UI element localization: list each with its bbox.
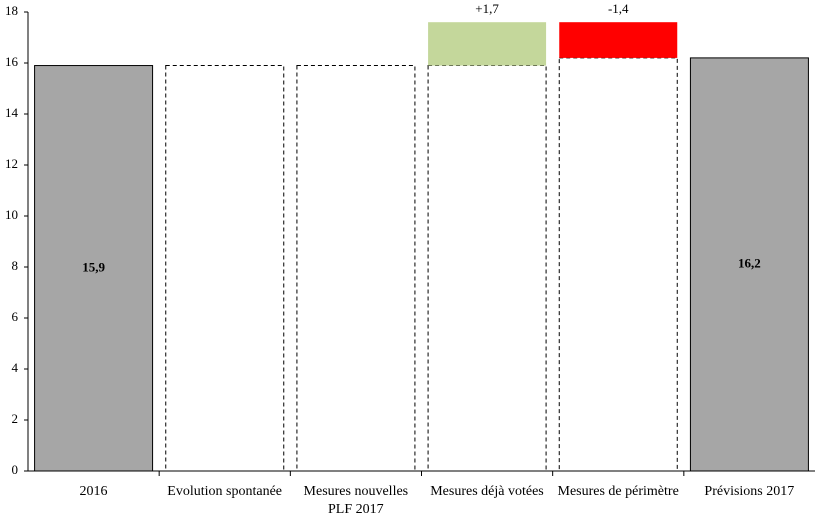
data-label: 15,9 xyxy=(82,259,105,274)
connector-box xyxy=(558,57,678,472)
data-label: 16,2 xyxy=(738,255,761,270)
decrease-bar xyxy=(559,22,678,58)
connector-box xyxy=(165,65,285,472)
x-tick-label: 2016 xyxy=(79,484,108,499)
total-bar xyxy=(689,57,809,472)
increase-bar xyxy=(428,22,547,66)
y-tick-label: 18 xyxy=(5,3,18,18)
y-tick-label: 8 xyxy=(12,258,19,273)
y-tick-label: 10 xyxy=(5,207,18,222)
x-tick-label: Mesures nouvelles PLF 2017 xyxy=(303,484,409,517)
y-tick-label: 16 xyxy=(5,54,19,69)
data-label: +1,7 xyxy=(475,1,499,16)
connector-box xyxy=(427,65,547,472)
x-tick-label: Evolution spontanée xyxy=(167,484,282,499)
y-tick-label: 2 xyxy=(12,411,19,426)
y-tick-label: 4 xyxy=(12,360,19,375)
total-bar xyxy=(34,65,154,472)
y-tick-label: 0 xyxy=(12,462,19,477)
y-tick-label: 6 xyxy=(12,309,19,324)
x-tick-label: Mesures de périmètre xyxy=(557,484,679,499)
x-tick-label: Mesures déjà votées xyxy=(430,484,544,499)
y-tick-label: 12 xyxy=(5,156,18,171)
data-label: -1,4 xyxy=(608,1,629,16)
x-tick-label: Prévisions 2017 xyxy=(704,484,795,499)
connector-box xyxy=(296,65,416,472)
y-tick-label: 14 xyxy=(5,105,19,120)
